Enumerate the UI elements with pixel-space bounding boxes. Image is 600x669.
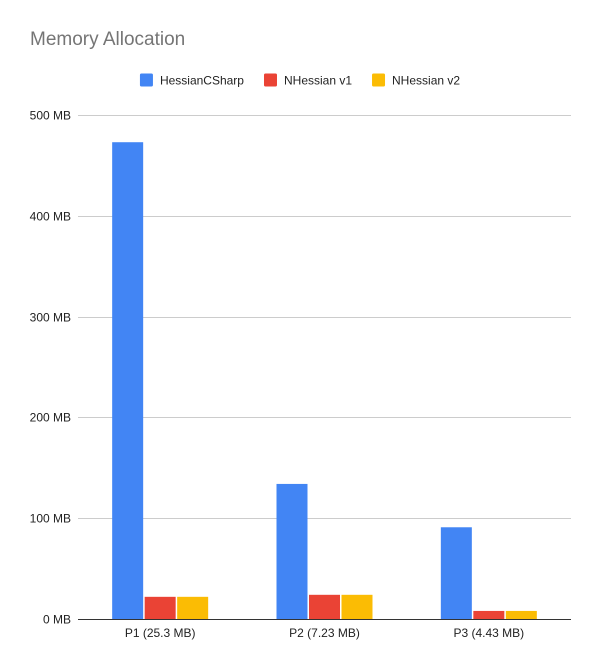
bar-hessiancsharp [112, 142, 144, 619]
legend-swatch [372, 73, 386, 87]
bar-nhessian-v2 [177, 596, 209, 619]
legend: HessianCSharp NHessian v1 NHessian v2 [139, 73, 460, 88]
bar-nhessian-v2 [341, 594, 373, 619]
y-tick-label: 500 MB [30, 109, 71, 123]
y-tick-label: 400 MB [30, 210, 71, 224]
chart-title: Memory Allocation [30, 29, 186, 50]
x-tick-label: P1 (25.3 MB) [125, 626, 196, 640]
legend-label: NHessian v2 [392, 74, 460, 88]
bar-nhessian-v2 [505, 610, 537, 619]
x-tick-label: P3 (4.43 MB) [453, 626, 524, 640]
bar-hessiancsharp [440, 527, 472, 619]
x-tick-label: P2 (7.23 MB) [289, 626, 360, 640]
bar-hessiancsharp [276, 483, 308, 619]
gridlines [78, 115, 571, 519]
bar-nhessian-v1 [144, 596, 176, 619]
bar-nhessian-v1 [309, 594, 340, 619]
y-tick-label: 300 MB [30, 311, 71, 325]
bar-nhessian-v1 [473, 610, 505, 619]
y-tick-label: 100 MB [30, 512, 71, 526]
bars [112, 142, 537, 619]
legend-label: HessianCSharp [160, 74, 244, 88]
axes: 0 MB 100 MB 200 MB 300 MB 400 MB 500 MB P1 (25… [30, 109, 571, 640]
y-tick-label: 0 MB [43, 613, 71, 627]
legend-swatch [263, 73, 277, 87]
y-tick-label: 200 MB [30, 411, 71, 425]
legend-label: NHessian v1 [284, 74, 352, 88]
legend-swatch [139, 73, 153, 87]
